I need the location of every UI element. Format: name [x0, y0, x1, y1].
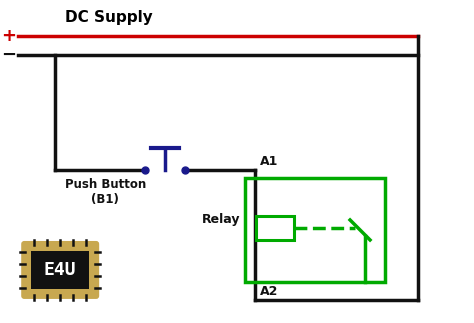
- Text: Relay: Relay: [201, 214, 240, 226]
- Text: −: −: [0, 46, 16, 64]
- Bar: [245, 178, 385, 282]
- Bar: [256, 216, 294, 240]
- Text: A1: A1: [260, 155, 278, 168]
- FancyBboxPatch shape: [21, 241, 99, 299]
- Text: +: +: [1, 27, 16, 45]
- Bar: [31, 251, 89, 289]
- Text: E4U: E4U: [44, 261, 76, 279]
- Text: DC Supply: DC Supply: [65, 10, 153, 25]
- Text: Push Button
(B1): Push Button (B1): [64, 178, 146, 206]
- Text: A2: A2: [260, 285, 278, 298]
